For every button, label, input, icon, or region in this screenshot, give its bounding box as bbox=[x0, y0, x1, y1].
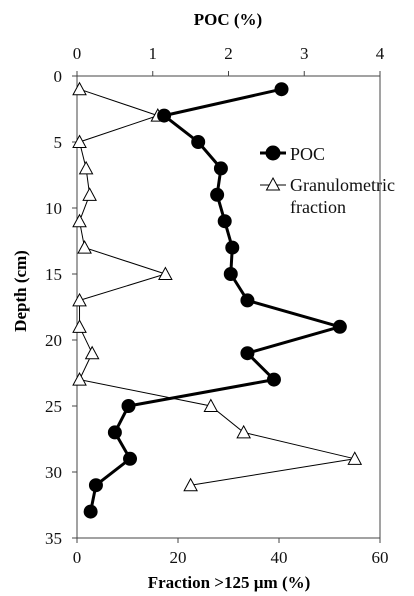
granulometric-point bbox=[72, 372, 87, 386]
legend: POC Granulometric fraction bbox=[260, 144, 395, 217]
series-layer bbox=[72, 81, 363, 519]
granulometric-point bbox=[72, 81, 87, 96]
bottom-tick-label: 40 bbox=[271, 548, 288, 567]
left-tick-label: 15 bbox=[45, 265, 62, 284]
top-tick-label: 2 bbox=[224, 44, 233, 63]
poc-point bbox=[240, 293, 255, 308]
granulometric-point bbox=[84, 345, 100, 360]
top-tick-label: 3 bbox=[300, 44, 309, 63]
granulometric-point bbox=[158, 266, 173, 281]
granulometric-point bbox=[183, 477, 198, 492]
poc-point bbox=[121, 399, 136, 413]
legend-granulometric-label-line-1: Granulometric bbox=[290, 175, 395, 195]
bottom-tick-label: 20 bbox=[170, 548, 187, 567]
top-tick-label: 4 bbox=[376, 44, 385, 63]
poc-point bbox=[191, 135, 206, 149]
legend-poc-label: POC bbox=[290, 144, 325, 164]
poc-point bbox=[223, 267, 238, 281]
poc-point bbox=[225, 240, 240, 255]
granulometric-point bbox=[236, 424, 251, 439]
granulometric-point bbox=[72, 213, 87, 228]
legend-poc-marker bbox=[265, 145, 281, 161]
top-tick-label: 0 bbox=[73, 44, 82, 63]
granulometric-series-line bbox=[78, 88, 355, 486]
legend-granulometric-marker bbox=[265, 176, 281, 191]
granulometric-point bbox=[77, 240, 92, 254]
granulometric-point bbox=[78, 160, 94, 175]
poc-point bbox=[213, 161, 228, 176]
poc-point bbox=[107, 425, 122, 440]
top-axis-ticks: 0 1 2 3 4 bbox=[73, 44, 385, 76]
left-tick-label: 35 bbox=[45, 529, 62, 548]
left-axis-title: Depth (cm) bbox=[11, 250, 30, 332]
bottom-axis-ticks: 0 20 40 60 bbox=[73, 538, 389, 567]
poc-point bbox=[274, 82, 289, 97]
plot-area bbox=[76, 75, 381, 539]
poc-point bbox=[83, 504, 98, 519]
legend-granulometric-label-line-2: fraction bbox=[290, 197, 346, 217]
poc-point bbox=[88, 478, 103, 493]
top-axis-title: POC (%) bbox=[194, 10, 262, 29]
granulometric-point bbox=[347, 451, 363, 465]
left-tick-label: 30 bbox=[45, 463, 62, 482]
poc-point bbox=[157, 108, 172, 123]
left-tick-label: 5 bbox=[54, 133, 63, 152]
poc-point bbox=[266, 372, 281, 387]
granulometric-point bbox=[72, 134, 87, 149]
top-tick-label: 1 bbox=[149, 44, 158, 63]
left-tick-label: 20 bbox=[45, 331, 62, 350]
bottom-tick-label: 0 bbox=[73, 548, 82, 567]
granulometric-point bbox=[72, 319, 87, 333]
granulometric-point bbox=[82, 187, 97, 201]
poc-point bbox=[240, 346, 255, 361]
left-tick-label: 0 bbox=[54, 67, 63, 86]
granulometric-point bbox=[72, 292, 87, 307]
bottom-tick-label: 60 bbox=[372, 548, 389, 567]
left-tick-label: 10 bbox=[45, 199, 62, 218]
poc-point bbox=[332, 319, 347, 334]
left-axis-ticks: 0 5 10 15 20 25 30 35 bbox=[45, 67, 77, 548]
poc-point bbox=[123, 451, 138, 466]
left-tick-label: 25 bbox=[45, 397, 62, 416]
bottom-axis-title: Fraction >125 µm (%) bbox=[148, 573, 311, 592]
granulometric-point bbox=[203, 398, 219, 413]
poc-point bbox=[210, 187, 225, 202]
poc-point bbox=[217, 214, 232, 229]
